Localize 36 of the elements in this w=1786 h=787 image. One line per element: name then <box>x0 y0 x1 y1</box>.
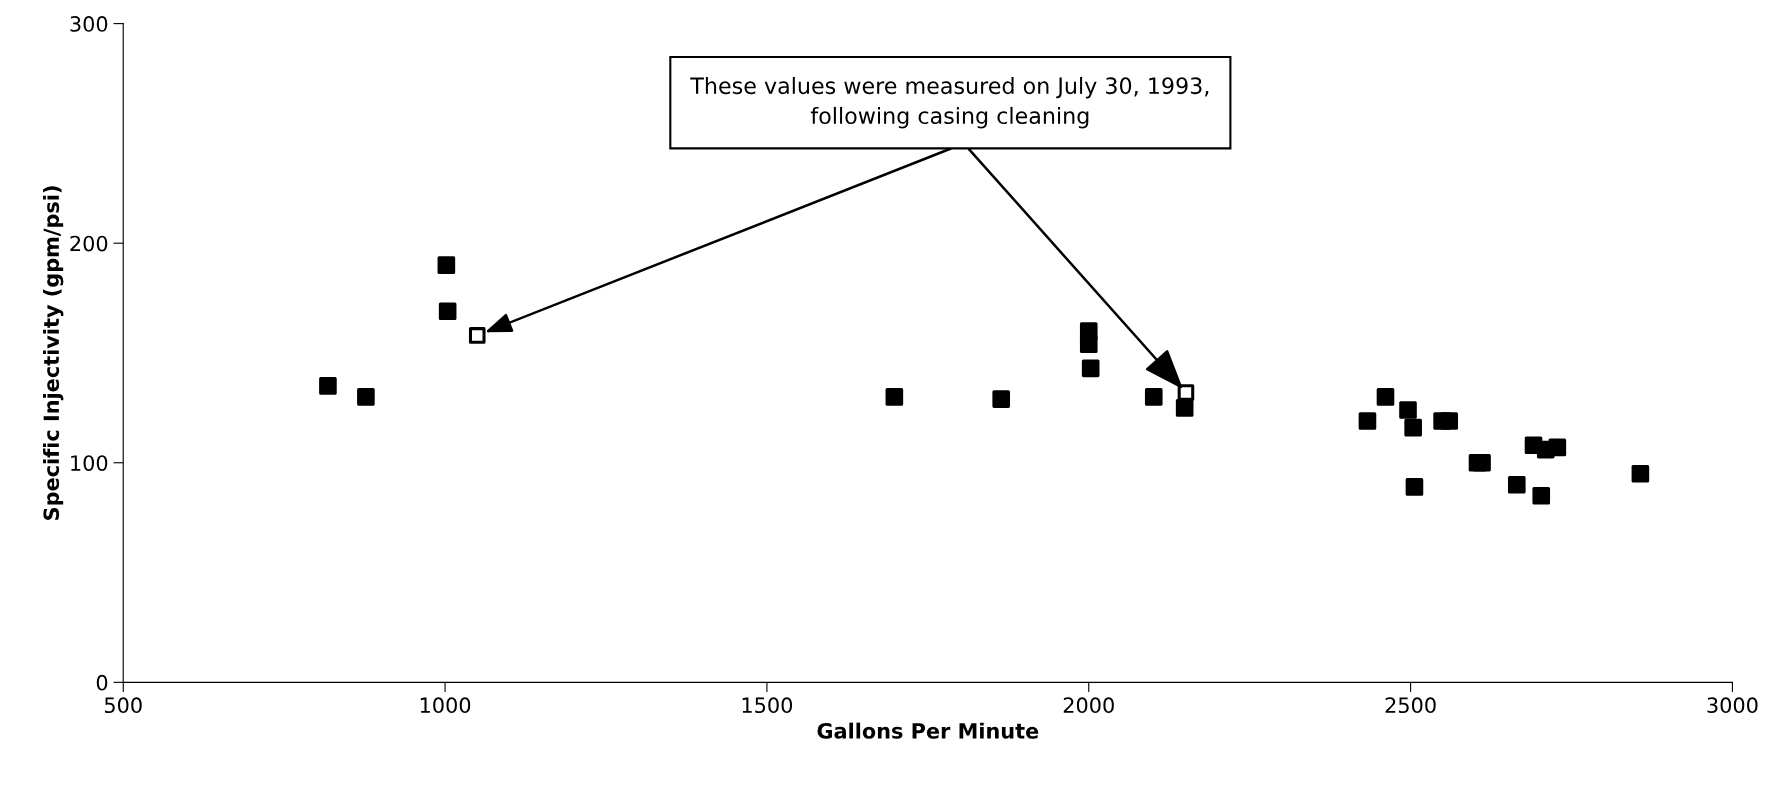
x-axis-title: Gallons Per Minute <box>817 722 1039 739</box>
x-tick-label: 3000 <box>1707 697 1758 714</box>
point <box>992 390 1011 408</box>
point <box>1175 399 1194 417</box>
point <box>1532 486 1551 505</box>
point <box>468 327 486 344</box>
x-tick-label: 500 <box>104 697 142 714</box>
point <box>1081 359 1100 378</box>
x-tick-label: 2500 <box>1385 697 1436 714</box>
point <box>437 256 456 274</box>
x-tick-label: 2000 <box>1063 697 1114 714</box>
x-tick-label: 1500 <box>742 697 793 714</box>
point <box>319 377 337 395</box>
y-tick-label: 200 <box>70 235 108 252</box>
y-tick-label: 0 <box>96 674 108 691</box>
point <box>1144 388 1163 406</box>
point <box>1399 401 1417 419</box>
annotation: These values were measured on July 30, 1993, following casing cleaning <box>690 76 1209 129</box>
point <box>1440 412 1459 430</box>
point <box>1631 464 1650 483</box>
y-tick-label: 100 <box>71 455 108 471</box>
y-axis-title: Specific Injectivity (gpm/psi) <box>43 186 64 520</box>
x-tick-label: 1000 <box>420 697 471 714</box>
point <box>1079 335 1098 353</box>
point <box>438 302 457 321</box>
point <box>1548 438 1567 457</box>
point <box>1177 384 1195 401</box>
point <box>1405 478 1424 496</box>
point <box>885 388 904 406</box>
point <box>1404 418 1422 437</box>
y-tick-label: 300 <box>70 16 108 32</box>
point <box>357 388 375 406</box>
point <box>1358 412 1377 430</box>
point <box>1376 388 1395 406</box>
point <box>1473 453 1491 472</box>
point <box>1507 475 1526 494</box>
